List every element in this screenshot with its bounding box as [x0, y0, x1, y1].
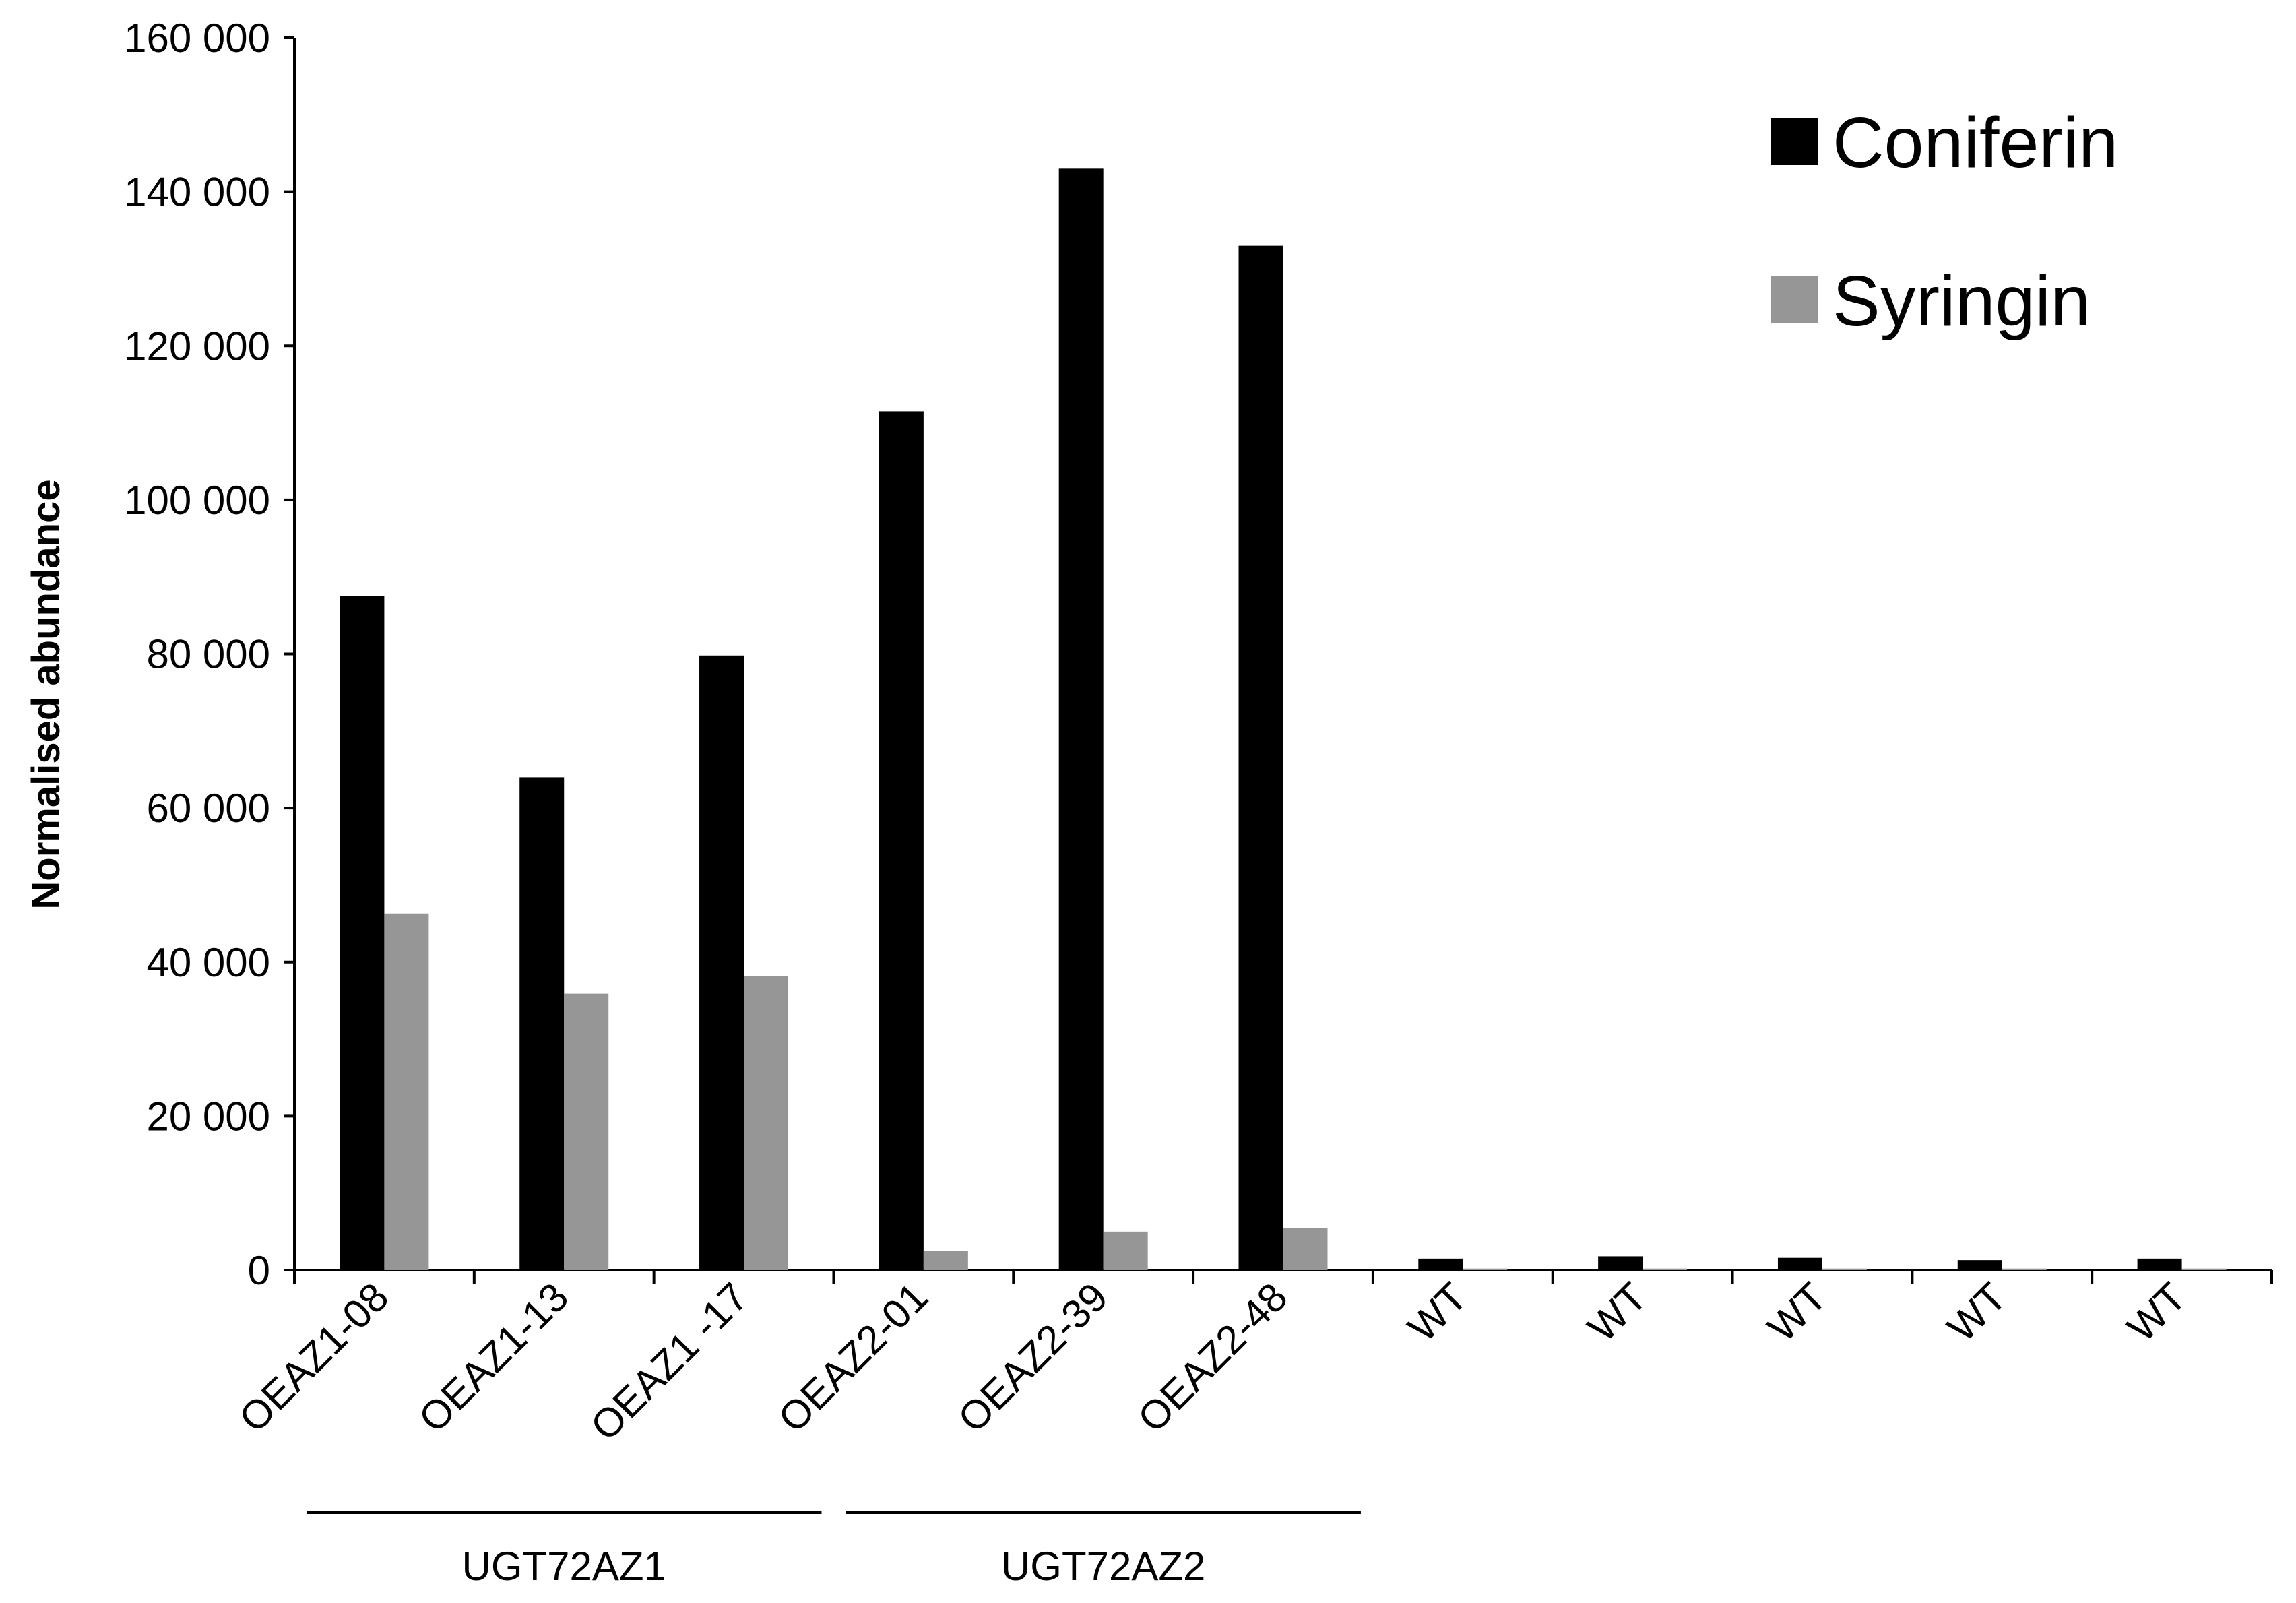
x-category-label: OEAZ1-08	[230, 1274, 397, 1441]
x-category-label: WT	[1579, 1274, 1655, 1350]
bar-syringin	[923, 1251, 968, 1270]
x-category-label: OEAZ1 -17	[582, 1274, 757, 1449]
y-tick-label: 80 000	[146, 632, 270, 677]
bar-coniferin	[519, 777, 565, 1270]
x-category-label: OEAZ1-13	[410, 1274, 577, 1441]
bar-coniferin	[1238, 245, 1283, 1270]
bar-coniferin	[879, 411, 924, 1270]
x-category-label: WT	[2118, 1274, 2194, 1350]
bar-coniferin	[340, 596, 385, 1270]
bar-syringin	[564, 993, 609, 1270]
bars	[340, 168, 2227, 1270]
y-tick-label: 120 000	[124, 323, 270, 369]
bar-syringin	[1822, 1268, 1867, 1270]
y-tick-label: 20 000	[146, 1094, 270, 1139]
bar-syringin	[2181, 1268, 2227, 1270]
y-tick-label: 0	[248, 1248, 270, 1293]
x-category-label: WT	[1759, 1274, 1835, 1350]
y-tick-label: 100 000	[124, 478, 270, 523]
group-label: UGT72AZ1	[462, 1544, 666, 1589]
group-label: UGT72AZ2	[1001, 1544, 1205, 1589]
bar-syringin	[1463, 1268, 1508, 1270]
legend-label-coniferin: Coniferin	[1832, 103, 2118, 183]
bar-coniferin	[1777, 1257, 1822, 1270]
x-category-label: OEAZ2-01	[769, 1274, 936, 1441]
bar-coniferin	[2137, 1258, 2182, 1270]
y-tick-label: 60 000	[146, 786, 270, 831]
bar-coniferin	[1058, 168, 1104, 1270]
x-category-labels: OEAZ1-08 OEAZ1-13 OEAZ1 -17 OEAZ2-01 OEAZ2-3…	[230, 1274, 2195, 1449]
legend-swatch-syringin	[1771, 276, 1818, 323]
bar-syringin	[744, 976, 789, 1270]
x-category-label: WT	[1939, 1274, 2015, 1350]
bar-syringin	[1103, 1231, 1148, 1270]
x-category-label: WT	[1399, 1274, 1475, 1350]
bar-syringin	[384, 913, 429, 1270]
x-category-label: OEAZ2-39	[949, 1274, 1116, 1441]
y-tick-label: 40 000	[146, 940, 270, 985]
legend-swatch-coniferin	[1771, 118, 1818, 165]
y-ticks: 0 20 000 40 000 60 000 80 000 100 000 120 000 1…	[124, 15, 2273, 1293]
y-tick-label: 140 000	[124, 170, 270, 215]
bar-syringin	[1283, 1228, 1328, 1270]
bar-coniferin	[1418, 1258, 1463, 1270]
bar-syringin	[2002, 1268, 2047, 1270]
bar-coniferin	[699, 655, 744, 1270]
y-tick-label: 160 000	[124, 15, 270, 61]
legend: Coniferin Syringin	[1771, 103, 2118, 341]
y-axis-label: Normalised abundance	[24, 479, 68, 909]
group-brackets: UGT72AZ1 UGT72AZ2	[307, 1511, 1361, 1589]
x-category-label: OEAZ2-48	[1129, 1274, 1296, 1441]
bar-coniferin	[1598, 1256, 1643, 1270]
bar-syringin	[1643, 1268, 1688, 1270]
bar-coniferin	[1957, 1260, 2002, 1270]
legend-label-syringin: Syringin	[1832, 261, 2091, 341]
